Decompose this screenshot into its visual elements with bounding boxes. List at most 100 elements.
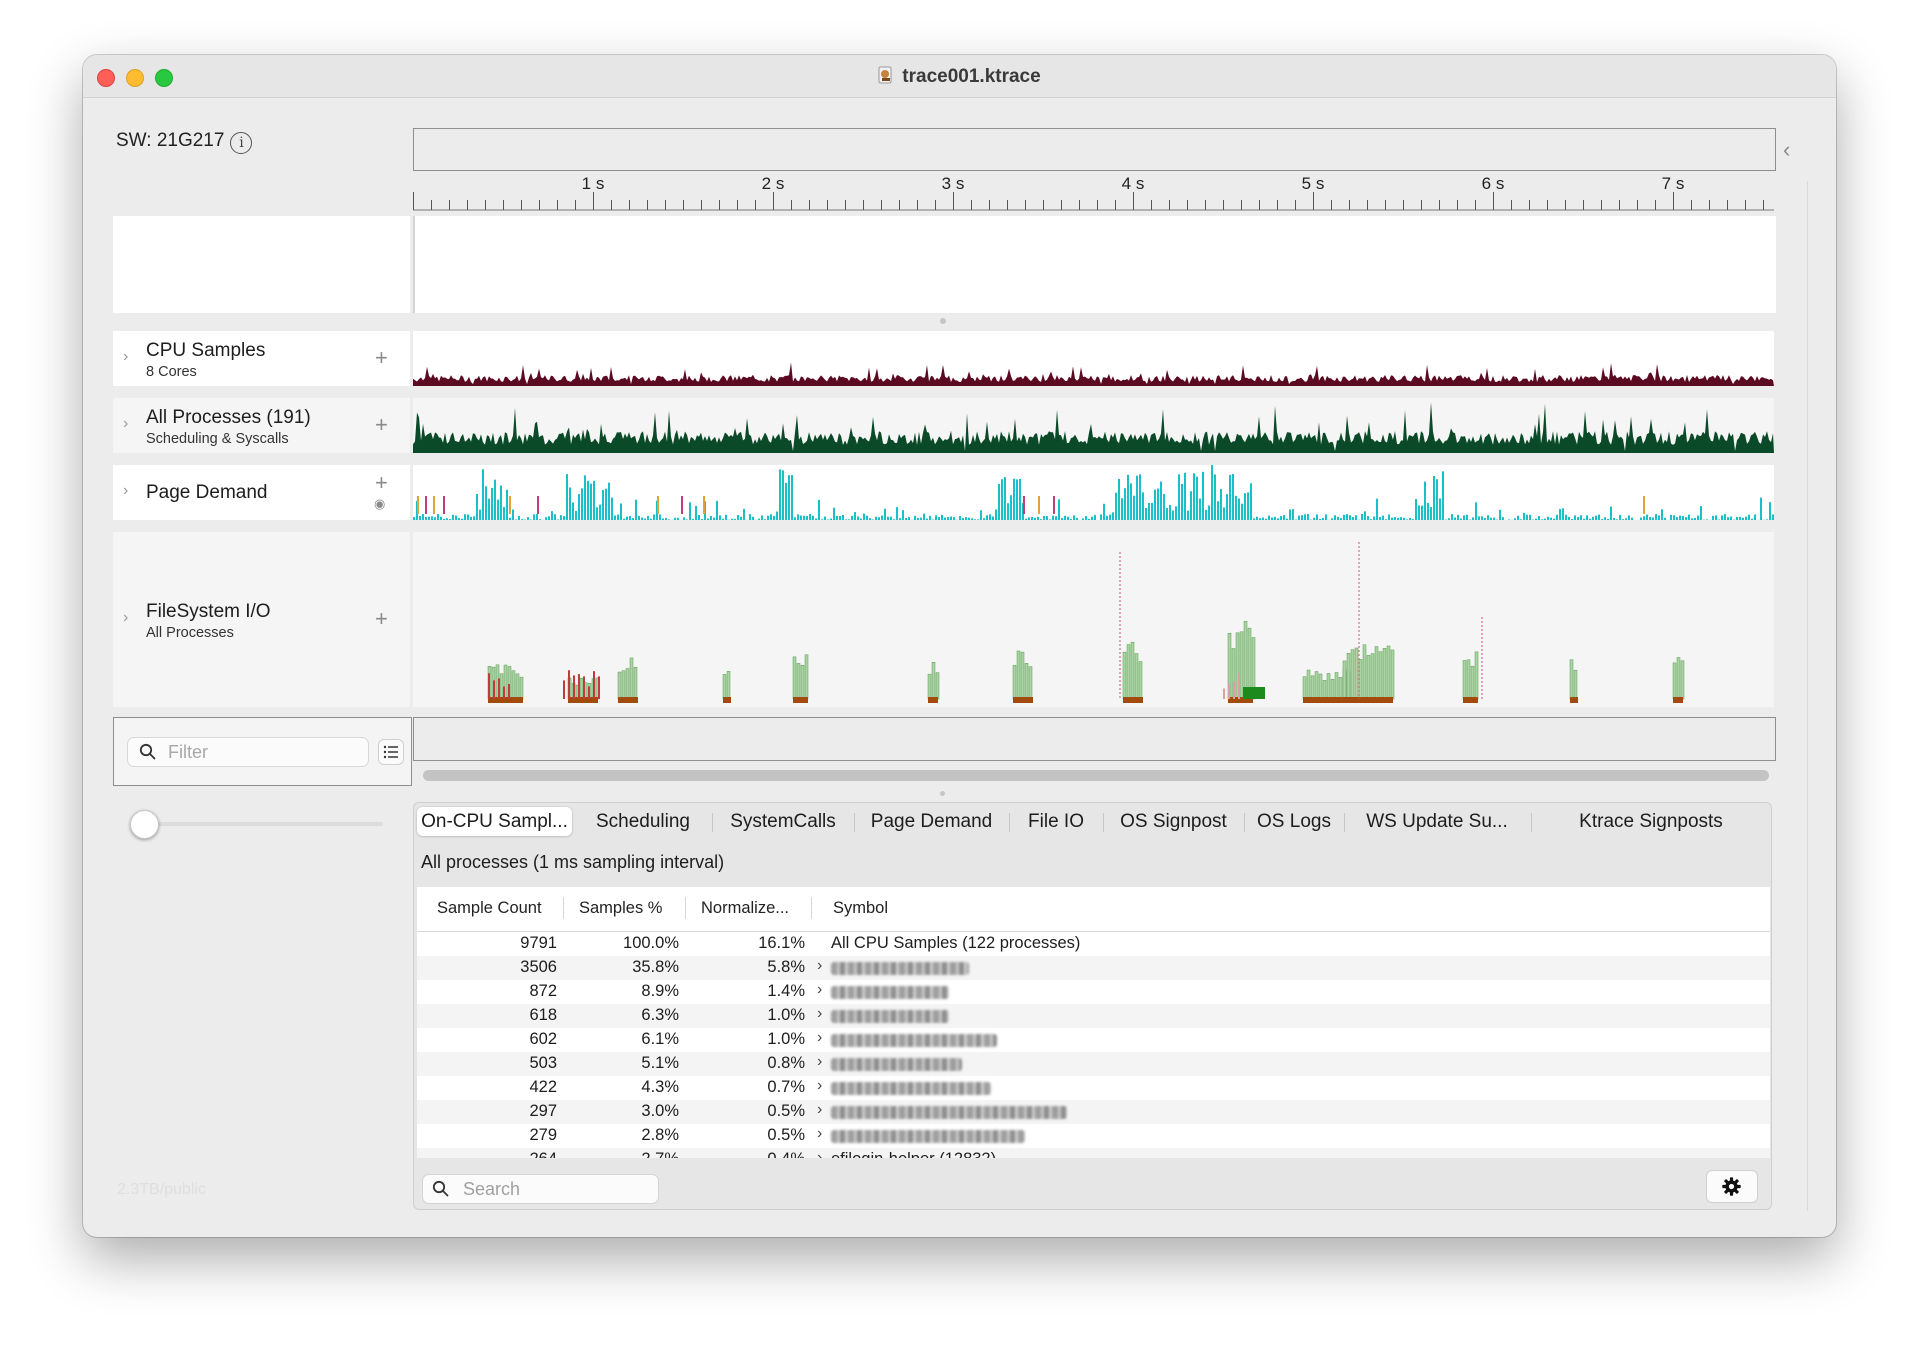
chevron-right-icon[interactable]: ›	[817, 981, 823, 998]
chevron-right-icon[interactable]: ›	[817, 1053, 823, 1070]
table-row[interactable]: 9791 100.0% 16.1% All CPU Samples (122 p…	[417, 932, 1770, 956]
cell-sample-count: 3506	[520, 958, 557, 976]
ruler-tick-label: 3 s	[942, 174, 965, 193]
column-header-normalized[interactable]: Normalize...	[701, 899, 790, 917]
search-input[interactable]: Search	[422, 1174, 659, 1204]
filter-input[interactable]: Filter	[127, 737, 369, 767]
track-all-processes[interactable]: › All Processes (191) Scheduling & Sysca…	[113, 398, 410, 453]
tab-separator	[1531, 813, 1532, 832]
zoom-slider-track[interactable]	[133, 822, 383, 826]
tab-file-io[interactable]: File IO	[1028, 811, 1084, 832]
table-row[interactable]: 264 2.7% 0.4% › efilogin-helper (12832)	[417, 1148, 1770, 1158]
add-icon[interactable]: +	[375, 345, 388, 370]
all-processes-graph[interactable]	[413, 398, 1774, 453]
table-row[interactable]: 602 6.1% 1.0% ›	[417, 1028, 1770, 1052]
settings-button[interactable]	[1706, 1170, 1758, 1203]
chevron-right-icon[interactable]: ›	[123, 482, 129, 499]
tab-ktrace-signposts[interactable]: Ktrace Signposts	[1579, 811, 1723, 832]
table-row[interactable]: 297 3.0% 0.5% ›	[417, 1100, 1770, 1124]
column-header-sample-count[interactable]: Sample Count	[437, 899, 542, 917]
redacted-symbol	[831, 986, 949, 999]
table-row[interactable]: 3506 35.8% 5.8% ›	[417, 956, 1770, 980]
zoom-button[interactable]	[155, 69, 173, 87]
horizontal-scrollbar[interactable]	[423, 770, 1769, 781]
column-separator[interactable]	[811, 897, 812, 919]
filter-placeholder: Filter	[168, 742, 208, 762]
redacted-symbol	[831, 962, 969, 975]
chevron-right-icon[interactable]: ›	[123, 348, 129, 365]
splitter-handle[interactable]	[940, 318, 946, 324]
tab-on-cpu-samples[interactable]: On-CPU Sampl...	[417, 807, 572, 836]
redacted-symbol	[831, 1106, 1067, 1119]
cell-samples-pct: 5.1%	[641, 1054, 679, 1072]
cell-normalized: 5.8%	[767, 958, 805, 976]
samples-table: Sample Count Samples % Normalize... Symb…	[417, 887, 1770, 1158]
cell-normalized: 1.4%	[767, 982, 805, 1000]
add-icon[interactable]: +	[375, 606, 388, 631]
chevron-right-icon[interactable]: ›	[817, 1077, 823, 1094]
table-row[interactable]: 618 6.3% 1.0% ›	[417, 1004, 1770, 1028]
close-button[interactable]	[97, 69, 115, 87]
column-separator[interactable]	[563, 897, 564, 919]
tab-separator	[712, 813, 713, 832]
timeline-overview[interactable]	[413, 128, 1776, 171]
track-name: Page Demand	[146, 482, 268, 503]
track-cpu-samples[interactable]: › CPU Samples 8 Cores +	[113, 331, 410, 386]
eye-icon[interactable]: ◉	[374, 496, 386, 511]
detail-tabs: On-CPU Sampl... Scheduling SystemCalls P…	[414, 803, 1771, 839]
redacted-symbol	[831, 1010, 949, 1023]
cell-normalized: 1.0%	[767, 1030, 805, 1048]
list-glyph	[383, 745, 398, 759]
chevron-right-icon[interactable]: ›	[817, 1029, 823, 1046]
minimize-button[interactable]	[126, 69, 144, 87]
track-subtitle: 8 Cores	[146, 364, 197, 380]
splitter-handle[interactable]	[940, 791, 945, 796]
cpu-samples-plot	[413, 362, 1774, 386]
chevron-left-icon[interactable]: ‹	[1783, 137, 1791, 162]
column-header-samples-pct[interactable]: Samples %	[579, 899, 663, 917]
filesystem-io-graph[interactable]	[413, 532, 1774, 707]
tab-os-logs[interactable]: OS Logs	[1257, 811, 1331, 832]
zoom-slider-knob[interactable]	[130, 810, 159, 839]
tab-scheduling[interactable]: Scheduling	[595, 811, 691, 832]
column-header-symbol[interactable]: Symbol	[833, 899, 889, 917]
chevron-right-icon[interactable]: ›	[123, 609, 129, 626]
software-version: SW: 21G217 i	[116, 130, 253, 154]
inspector-divider[interactable]	[1807, 181, 1808, 1211]
cpu-samples-graph[interactable]	[413, 331, 1774, 386]
chevron-right-icon[interactable]: ›	[817, 957, 823, 974]
track-page-demand[interactable]: › Page Demand + ◉	[113, 465, 410, 520]
tab-systemcalls[interactable]: SystemCalls	[730, 811, 836, 832]
tab-separator	[854, 813, 855, 832]
track-filesystem-io[interactable]: › FileSystem I/O All Processes +	[113, 532, 410, 707]
tab-os-signpost[interactable]: OS Signpost	[1120, 811, 1227, 832]
column-separator[interactable]	[685, 897, 686, 919]
chevron-right-icon[interactable]: ›	[817, 1149, 823, 1158]
tab-page-demand[interactable]: Page Demand	[870, 811, 993, 832]
cell-normalized: 16.1%	[758, 934, 805, 952]
window-title: trace001.ktrace	[83, 66, 1836, 88]
cell-symbol: All CPU Samples (122 processes)	[831, 934, 1081, 952]
timeline-footer-strip	[413, 717, 1776, 761]
chevron-right-icon[interactable]: ›	[817, 1101, 823, 1118]
table-row[interactable]: 422 4.3% 0.7% ›	[417, 1076, 1770, 1100]
add-icon[interactable]: +	[375, 412, 388, 437]
ruler-tick-label: 2 s	[762, 174, 785, 193]
list-icon[interactable]	[378, 739, 404, 765]
time-ruler[interactable]: 1 s 2 s 3 s 4 s 5 s 6 s 7 s	[413, 172, 1774, 211]
title-bar: trace001.ktrace	[83, 55, 1836, 98]
table-row[interactable]: 503 5.1% 0.8% ›	[417, 1052, 1770, 1076]
tab-separator	[1103, 813, 1104, 832]
cell-sample-count: 279	[529, 1126, 557, 1144]
table-row[interactable]: 279 2.8% 0.5% ›	[417, 1124, 1770, 1148]
tab-ws-update[interactable]: WS Update Su...	[1366, 811, 1508, 832]
redacted-symbol	[831, 1034, 997, 1047]
add-icon[interactable]: +	[375, 470, 388, 495]
info-icon[interactable]: i	[230, 132, 253, 154]
chevron-right-icon[interactable]: ›	[817, 1125, 823, 1142]
chevron-right-icon[interactable]: ›	[817, 1005, 823, 1022]
page-demand-graph[interactable]	[413, 458, 1774, 520]
table-row[interactable]: 872 8.9% 1.4% ›	[417, 980, 1770, 1004]
search-placeholder: Search	[463, 1179, 521, 1199]
chevron-right-icon[interactable]: ›	[123, 415, 129, 432]
